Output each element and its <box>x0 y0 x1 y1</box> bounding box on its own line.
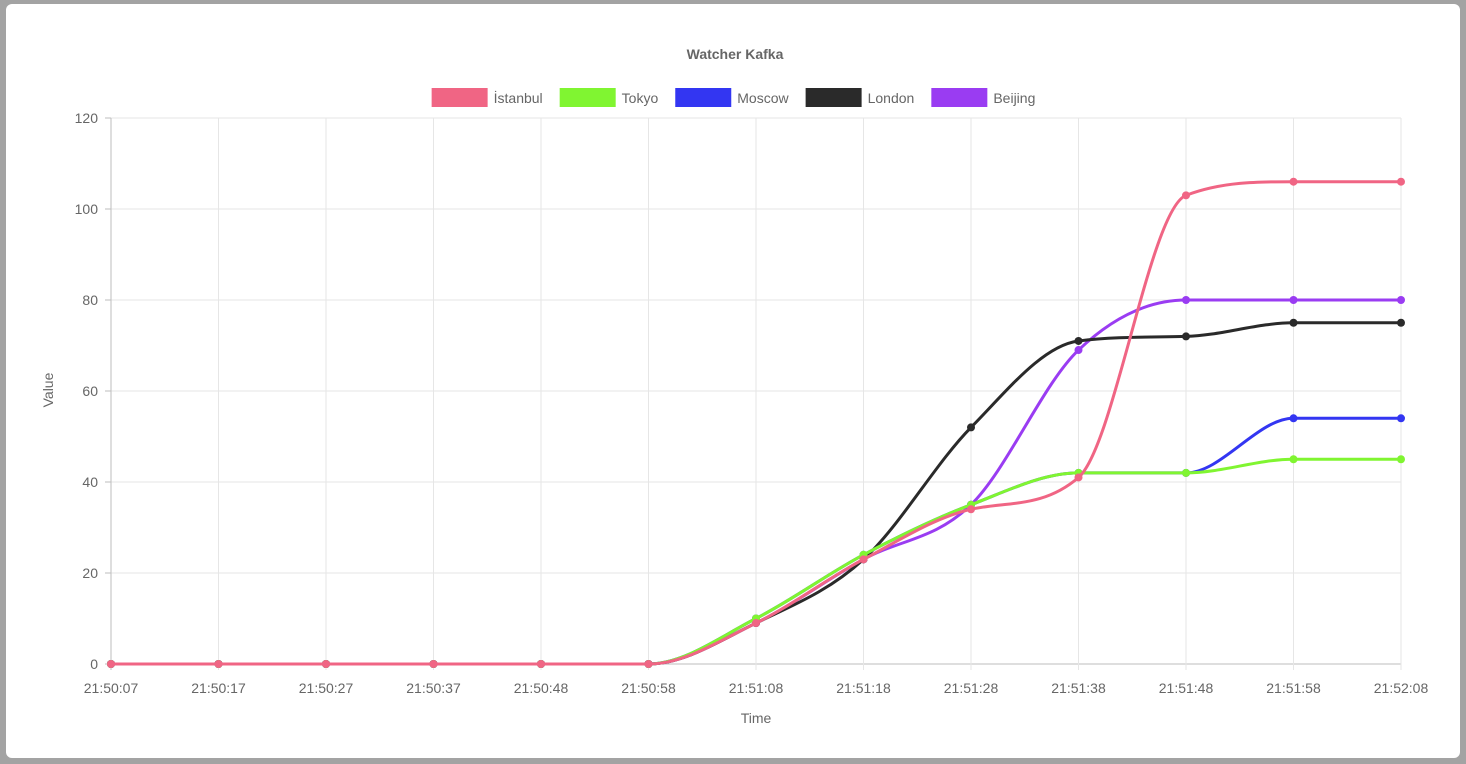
data-point[interactable] <box>1182 332 1190 341</box>
data-point[interactable] <box>214 660 223 668</box>
data-point[interactable] <box>1182 468 1190 477</box>
data-point[interactable] <box>1397 414 1405 423</box>
data-point[interactable] <box>644 660 653 668</box>
legend-item-london[interactable]: London <box>805 88 915 107</box>
data-point[interactable] <box>1074 336 1083 345</box>
x-tick-label: 21:52:08 <box>1374 680 1429 696</box>
x-tick-label: 21:50:48 <box>514 680 569 696</box>
data-point[interactable] <box>752 619 760 628</box>
data-point[interactable] <box>1289 177 1298 186</box>
data-point[interactable] <box>1182 191 1190 200</box>
chart-title: Watcher Kafka <box>687 46 784 62</box>
y-tick-label: 60 <box>82 383 98 399</box>
x-tick-label: 21:50:27 <box>299 680 354 696</box>
x-tick-label: 21:51:48 <box>1159 680 1214 696</box>
x-axis-ticks: 21:50:07 21:50:17 21:50:27 21:50:37 21:50:48… <box>84 680 1429 696</box>
legend-item-istanbul[interactable]: İstanbul <box>431 88 543 107</box>
legend-label: İstanbul <box>494 89 543 106</box>
series-istanbul <box>107 177 1405 668</box>
grid-lines <box>110 117 1402 670</box>
data-point[interactable] <box>322 660 330 668</box>
data-point[interactable] <box>1289 296 1298 304</box>
data-point[interactable] <box>107 660 115 668</box>
data-point[interactable] <box>967 505 975 514</box>
data-point[interactable] <box>859 555 868 564</box>
legend-label: Beijing <box>993 90 1035 106</box>
legend-swatch <box>431 88 488 107</box>
y-axis-title: Value <box>40 372 56 407</box>
x-tick-label: 21:51:28 <box>944 680 999 696</box>
legend-swatch <box>931 88 988 107</box>
legend-swatch <box>805 88 862 107</box>
legend-swatch <box>559 88 616 107</box>
x-axis-title: Time <box>741 710 772 726</box>
legend-label: Tokyo <box>622 90 659 106</box>
x-tick-label: 21:50:07 <box>84 680 139 696</box>
data-point[interactable] <box>1289 455 1298 464</box>
data-point[interactable] <box>1397 296 1405 304</box>
legend-label: London <box>868 90 915 106</box>
x-tick-label: 21:50:58 <box>621 680 676 696</box>
legend-swatch <box>675 88 732 107</box>
legend-item-beijing[interactable]: Beijing <box>931 88 1035 107</box>
y-tick-label: 20 <box>82 565 98 581</box>
data-point[interactable] <box>1074 473 1083 482</box>
data-point[interactable] <box>1182 296 1190 304</box>
data-point[interactable] <box>429 660 438 668</box>
x-tick-label: 21:50:17 <box>191 680 246 696</box>
data-point[interactable] <box>1289 318 1298 327</box>
data-point[interactable] <box>1074 346 1083 355</box>
data-point[interactable] <box>1397 177 1405 186</box>
data-point[interactable] <box>1289 414 1298 423</box>
x-tick-label: 21:51:58 <box>1266 680 1321 696</box>
x-tick-label: 21:51:08 <box>729 680 784 696</box>
data-point[interactable] <box>1397 318 1405 327</box>
x-tick-label: 21:50:37 <box>406 680 461 696</box>
y-tick-label: 0 <box>90 656 98 672</box>
y-tick-label: 40 <box>82 474 98 490</box>
legend-label: Moscow <box>737 90 789 106</box>
legend-item-moscow[interactable]: Moscow <box>675 88 789 107</box>
y-tick-label: 120 <box>75 110 99 126</box>
y-tick-label: 80 <box>82 292 98 308</box>
series-lines <box>107 177 1405 668</box>
legend: İstanbul Tokyo Moscow London Beijing <box>431 88 1035 107</box>
y-tick-label: 100 <box>75 201 99 217</box>
data-point[interactable] <box>537 660 545 668</box>
data-point[interactable] <box>967 423 975 432</box>
y-axis-ticks: 0 20 40 60 80 100 120 <box>75 110 111 672</box>
legend-item-tokyo[interactable]: Tokyo <box>559 88 659 107</box>
x-tick-label: 21:51:18 <box>836 680 891 696</box>
data-point[interactable] <box>1397 455 1405 464</box>
x-tick-label: 21:51:38 <box>1051 680 1106 696</box>
